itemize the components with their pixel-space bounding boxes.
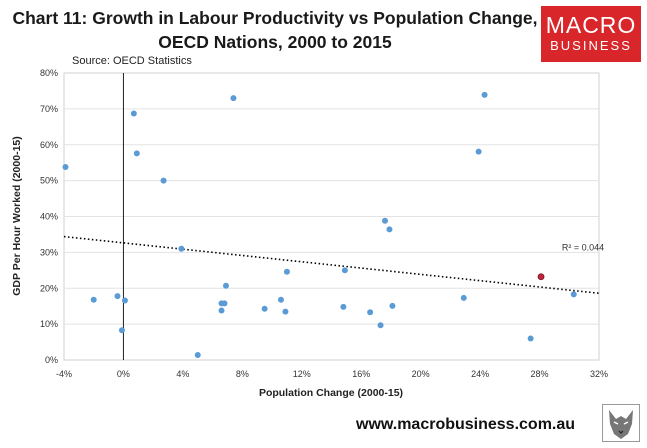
- r-squared-label: R² = 0.044: [562, 243, 604, 253]
- data-point: [282, 308, 289, 315]
- data-points: [62, 91, 577, 358]
- y-tick-label: 0%: [45, 355, 58, 365]
- y-tick-label: 70%: [40, 104, 58, 114]
- data-point: [222, 282, 229, 289]
- data-point: [475, 148, 482, 155]
- x-tick-label: 4%: [176, 369, 189, 379]
- y-tick-label: 20%: [40, 283, 58, 293]
- data-point: [130, 110, 137, 117]
- chart-title: Chart 11: Growth in Labour Productivity …: [10, 6, 540, 54]
- data-point: [178, 245, 185, 252]
- x-tick-label: 28%: [531, 369, 549, 379]
- data-point: [283, 268, 290, 275]
- data-point: [527, 335, 534, 342]
- chart-title-line2: OECD Nations, 2000 to 2015: [158, 32, 392, 52]
- data-point: [341, 267, 348, 274]
- y-tick-label: 60%: [40, 140, 58, 150]
- chart-title-line1: Chart 11: Growth in Labour Productivity …: [12, 8, 538, 28]
- footer-url: www.macrobusiness.com.au: [356, 416, 576, 433]
- data-point: [481, 91, 488, 98]
- y-tick-label: 30%: [40, 247, 58, 257]
- y-tick-label: 10%: [40, 319, 58, 329]
- data-point: [340, 303, 347, 310]
- y-tick-label: 50%: [40, 176, 58, 186]
- x-tick-label: 8%: [236, 369, 249, 379]
- highlighted-data-point: [537, 273, 545, 281]
- y-tick-label: 40%: [40, 212, 58, 222]
- data-point: [367, 309, 374, 316]
- x-tick-label: 0%: [117, 369, 130, 379]
- data-point: [160, 177, 167, 184]
- data-point: [194, 351, 201, 358]
- macrobusiness-logo: MACRO BUSINESS: [541, 6, 641, 62]
- data-point: [62, 163, 69, 170]
- x-tick-label: 12%: [293, 369, 311, 379]
- data-point: [377, 322, 384, 329]
- x-tick-label: 16%: [352, 369, 370, 379]
- data-point: [570, 291, 577, 298]
- data-point: [230, 95, 237, 102]
- wolf-logo-icon: [602, 404, 640, 442]
- data-point: [382, 217, 388, 224]
- source-note: Source: OECD Statistics: [72, 55, 192, 67]
- x-tick-label: -4%: [56, 369, 72, 379]
- data-point: [460, 294, 467, 301]
- data-point: [386, 226, 393, 233]
- data-point: [221, 300, 228, 307]
- y-tick-labels: 0% 10% 20% 30% 40% 50% 60% 70% 80%: [40, 68, 58, 365]
- data-point: [389, 302, 396, 309]
- y-axis-label: GDP Per Hour Worked (2000-15): [11, 136, 23, 296]
- x-tick-label: 24%: [471, 369, 489, 379]
- data-point: [218, 307, 225, 314]
- scatter-chart: -4% 0% 4% 8% 12% 16% 20% 24% 28% 32% 0% 10% 20% 30% 4…: [11, 68, 608, 399]
- data-point: [90, 296, 97, 303]
- data-point: [277, 296, 284, 303]
- trendline: [63, 235, 600, 295]
- data-point: [114, 293, 121, 300]
- y-tick-label: 80%: [40, 68, 58, 78]
- y-gridlines: [64, 108, 599, 325]
- data-point: [118, 327, 125, 334]
- x-axis-label: Population Change (2000-15): [259, 387, 403, 399]
- x-tick-label: 32%: [590, 369, 608, 379]
- logo-line2: BUSINESS: [550, 38, 632, 53]
- data-point: [261, 305, 268, 312]
- x-tick-label: 20%: [412, 369, 430, 379]
- data-point: [121, 297, 128, 304]
- x-tick-labels: -4% 0% 4% 8% 12% 16% 20% 24% 28% 32%: [56, 369, 608, 379]
- data-point: [133, 150, 140, 157]
- logo-line1: MACRO: [545, 12, 637, 38]
